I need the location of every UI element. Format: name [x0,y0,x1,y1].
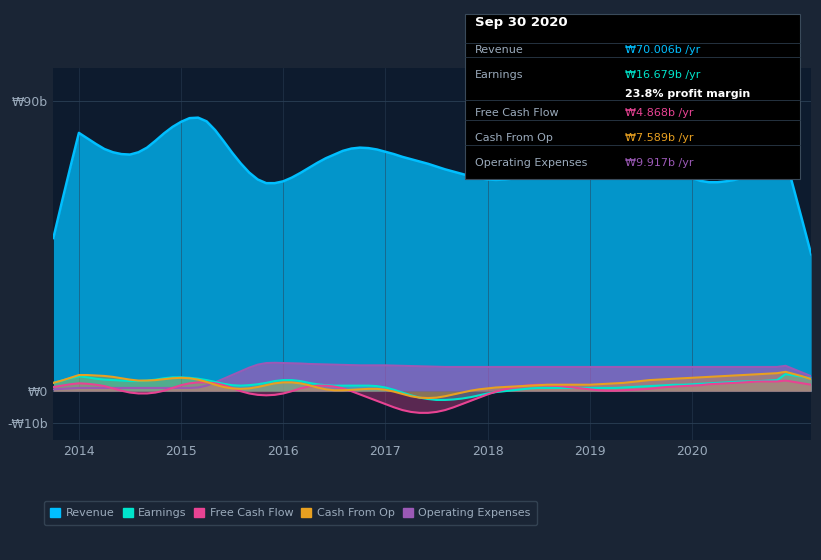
Text: Earnings: Earnings [475,70,524,80]
Text: ₩16.679b /yr: ₩16.679b /yr [625,70,700,80]
Text: ₩9.917b /yr: ₩9.917b /yr [625,157,693,167]
Text: ₩7.589b /yr: ₩7.589b /yr [625,133,693,143]
Text: 23.8% profit margin: 23.8% profit margin [625,88,750,99]
Text: Sep 30 2020: Sep 30 2020 [475,16,568,29]
Text: ₩70.006b /yr: ₩70.006b /yr [625,45,700,55]
Text: Operating Expenses: Operating Expenses [475,157,588,167]
Text: Cash From Op: Cash From Op [475,133,553,143]
Text: Revenue: Revenue [475,45,524,55]
Text: ₩4.868b /yr: ₩4.868b /yr [625,108,693,118]
Text: Free Cash Flow: Free Cash Flow [475,108,559,118]
Legend: Revenue, Earnings, Free Cash Flow, Cash From Op, Operating Expenses: Revenue, Earnings, Free Cash Flow, Cash … [44,501,537,525]
